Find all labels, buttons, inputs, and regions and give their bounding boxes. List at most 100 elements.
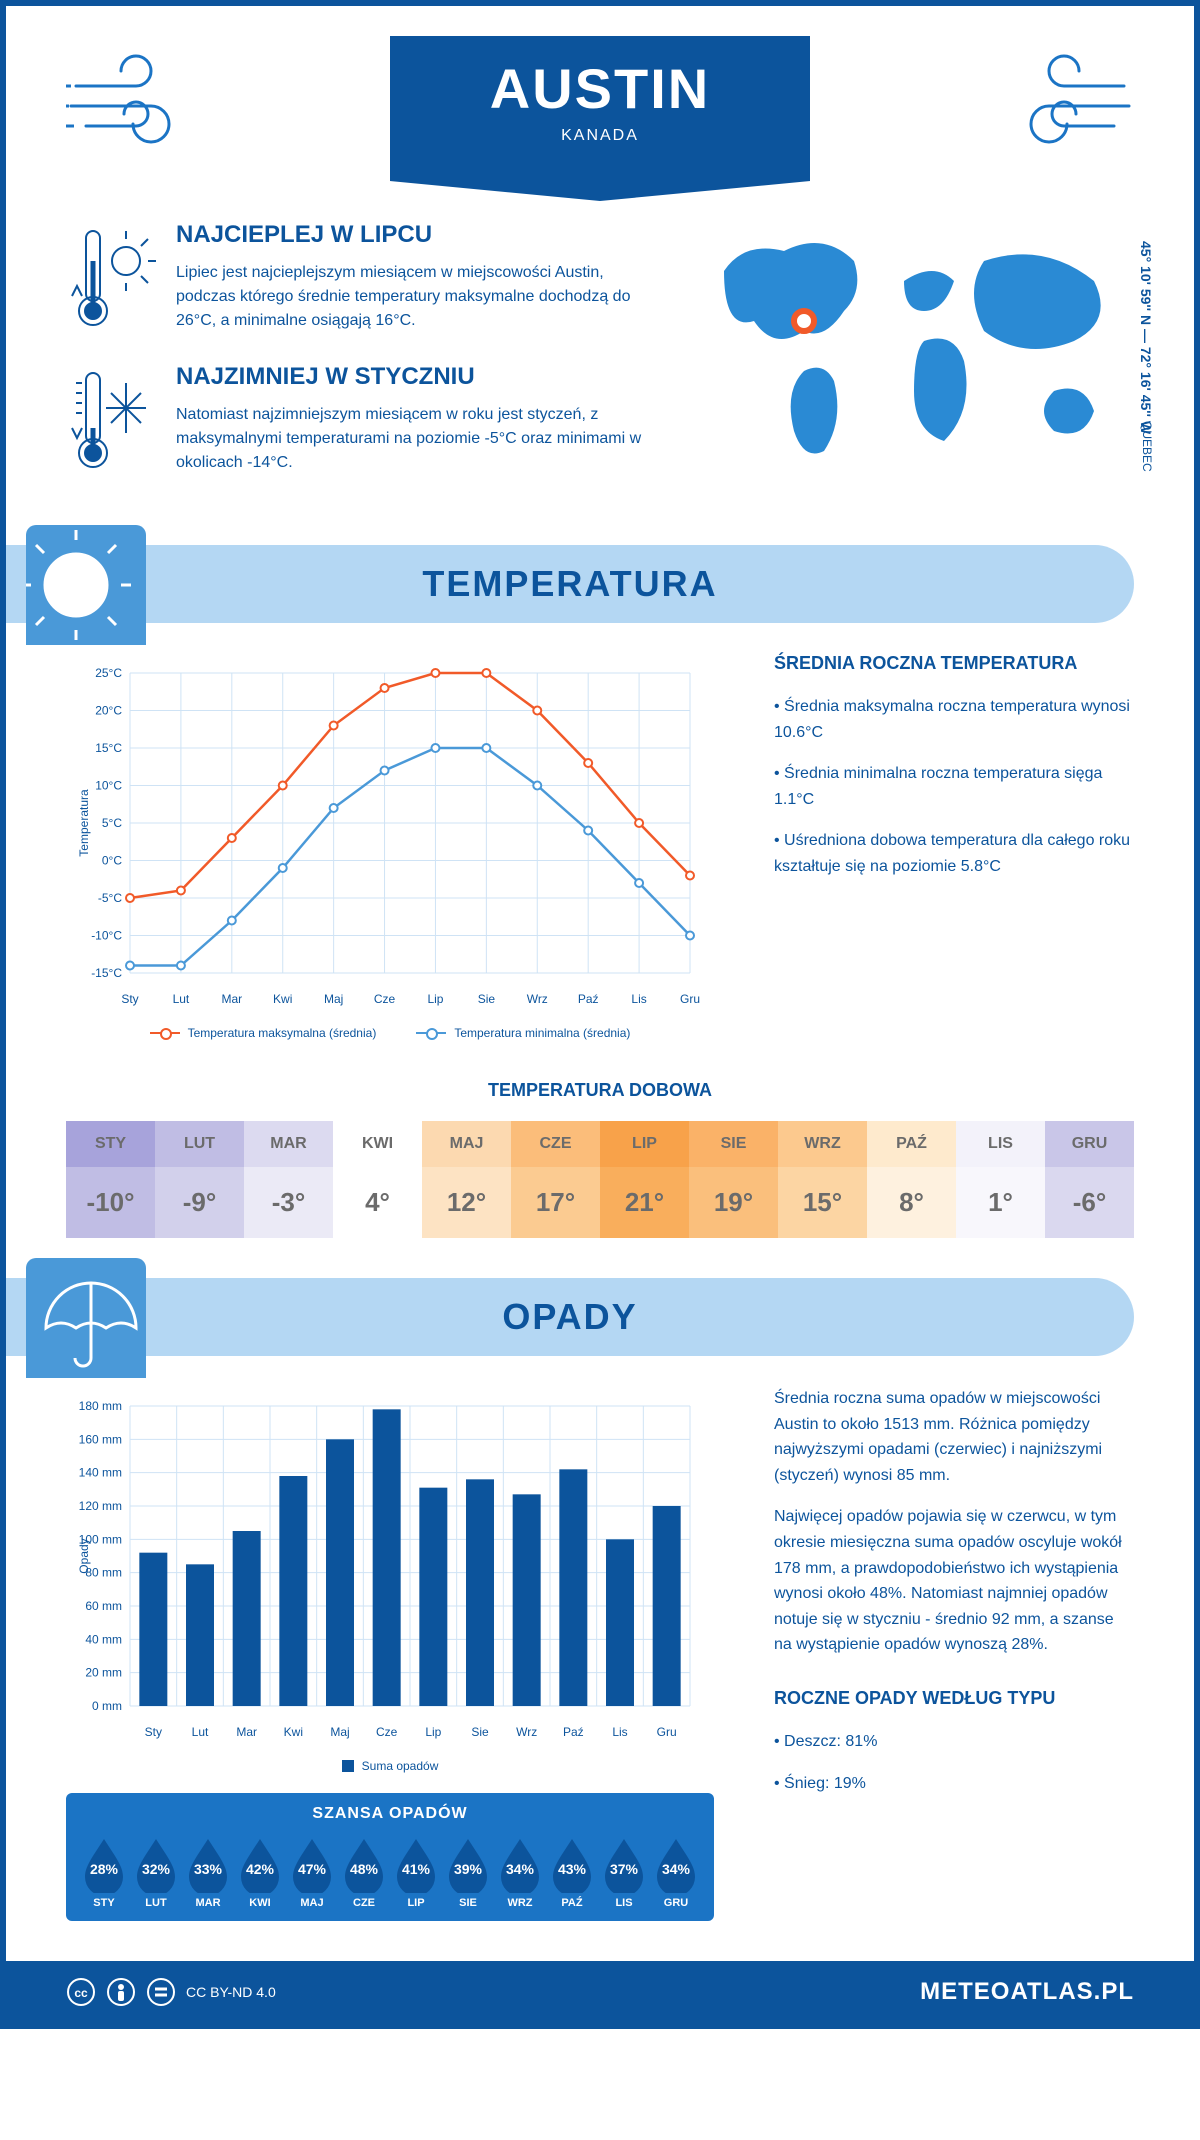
- svg-text:Paź: Paź: [563, 1725, 584, 1739]
- chance-drop: 33% MAR: [182, 1835, 234, 1909]
- temperature-info: ŚREDNIA ROCZNA TEMPERATURA • Średnia mak…: [774, 653, 1134, 1040]
- svg-text:Lip: Lip: [425, 1725, 441, 1739]
- svg-text:Paź: Paź: [578, 992, 599, 1006]
- svg-text:10°C: 10°C: [95, 779, 122, 793]
- warmest-text: Lipiec jest najcieplejszym miesiącem w m…: [176, 261, 654, 333]
- chance-drop: 48% CZE: [338, 1835, 390, 1909]
- svg-text:Lut: Lut: [173, 992, 190, 1006]
- svg-text:Opady: Opady: [77, 1538, 91, 1573]
- nd-icon: [146, 1977, 176, 2007]
- svg-text:Kwi: Kwi: [273, 992, 292, 1006]
- svg-text:40 mm: 40 mm: [85, 1632, 122, 1646]
- temp-cell: CZE17°: [511, 1121, 600, 1238]
- temp-cell: SIE19°: [689, 1121, 778, 1238]
- warmest-fact: NAJCIEPLEJ W LIPCU Lipiec jest najcieple…: [66, 221, 654, 333]
- svg-text:Cze: Cze: [374, 992, 396, 1006]
- avg-temp-bullet: • Średnia minimalna roczna temperatura s…: [774, 761, 1134, 812]
- precip-type-bullet: • Deszcz: 81%: [774, 1729, 1134, 1755]
- precipitation-legend: Suma opadów: [66, 1759, 714, 1773]
- avg-temp-title: ŚREDNIA ROCZNA TEMPERATURA: [774, 653, 1134, 674]
- daily-temp-title: TEMPERATURA DOBOWA: [66, 1080, 1134, 1101]
- svg-text:0 mm: 0 mm: [92, 1699, 122, 1713]
- svg-text:20°C: 20°C: [95, 704, 122, 718]
- chance-drop: 34% GRU: [650, 1835, 702, 1909]
- temp-cell: KWI4°: [333, 1121, 422, 1238]
- temp-cell: PAŹ8°: [867, 1121, 956, 1238]
- avg-temp-bullet: • Średnia maksymalna roczna temperatura …: [774, 694, 1134, 745]
- svg-text:25°C: 25°C: [95, 666, 122, 680]
- chance-drop: 47% MAJ: [286, 1835, 338, 1909]
- svg-text:cc: cc: [74, 1986, 88, 2000]
- svg-text:140 mm: 140 mm: [79, 1466, 122, 1480]
- country-name: KANADA: [490, 127, 710, 145]
- temp-cell: GRU-6°: [1045, 1121, 1134, 1238]
- temp-cell: MAJ12°: [422, 1121, 511, 1238]
- thermometer-cold-icon: [66, 363, 156, 473]
- svg-text:160 mm: 160 mm: [79, 1432, 122, 1446]
- svg-text:Temperatura: Temperatura: [77, 789, 91, 857]
- svg-text:Mar: Mar: [221, 992, 242, 1006]
- svg-text:0°C: 0°C: [102, 854, 122, 868]
- svg-text:Wrz: Wrz: [527, 992, 548, 1006]
- intro-row: NAJCIEPLEJ W LIPCU Lipiec jest najcieple…: [66, 221, 1134, 505]
- temp-cell: LIS1°: [956, 1121, 1045, 1238]
- sun-icon: [26, 525, 146, 645]
- cc-icon: cc: [66, 1977, 96, 2007]
- svg-text:Lip: Lip: [427, 992, 443, 1006]
- svg-text:-15°C: -15°C: [91, 966, 122, 980]
- map-column: 45° 10' 59'' N — 72° 16' 45'' W QUEBEC: [694, 221, 1134, 505]
- svg-text:Sty: Sty: [121, 992, 138, 1006]
- svg-text:15°C: 15°C: [95, 741, 122, 755]
- precipitation-section-header: OPADY: [6, 1278, 1134, 1356]
- by-icon: [106, 1977, 136, 2007]
- chance-drop: 39% SIE: [442, 1835, 494, 1909]
- coordinates: 45° 10' 59'' N — 72° 16' 45'' W: [1138, 241, 1154, 434]
- svg-text:Cze: Cze: [376, 1725, 398, 1739]
- temp-cell: LIP21°: [600, 1121, 689, 1238]
- coldest-text: Natomiast najzimniejszym miesiącem w rok…: [176, 403, 654, 475]
- daily-temperature: TEMPERATURA DOBOWA STY-10°LUT-9°MAR-3°KW…: [66, 1080, 1134, 1238]
- footer: cc CC BY-ND 4.0 METEOATLAS.PL: [6, 1961, 1194, 2023]
- svg-text:Maj: Maj: [324, 992, 343, 1006]
- chance-drop: 37% LIS: [598, 1835, 650, 1909]
- svg-text:20 mm: 20 mm: [85, 1666, 122, 1680]
- temperature-legend: Temperatura maksymalna (średnia) Tempera…: [66, 1026, 714, 1040]
- license-text: CC BY-ND 4.0: [186, 1984, 276, 2000]
- license-block: cc CC BY-ND 4.0: [66, 1977, 276, 2007]
- temperature-title: TEMPERATURA: [66, 563, 1074, 605]
- svg-text:Lut: Lut: [192, 1725, 209, 1739]
- svg-text:Lis: Lis: [631, 992, 646, 1006]
- svg-text:-5°C: -5°C: [98, 891, 122, 905]
- temp-cell: WRZ15°: [778, 1121, 867, 1238]
- coldest-title: NAJZIMNIEJ W STYCZNIU: [176, 363, 654, 391]
- precip-para: Średnia roczna suma opadów w miejscowośc…: [774, 1386, 1134, 1488]
- legend-min-label: Temperatura minimalna (średnia): [454, 1026, 630, 1040]
- precipitation-bar-chart: 0 mm20 mm40 mm60 mm80 mm100 mm120 mm140 …: [66, 1386, 714, 1746]
- coldest-fact: NAJZIMNIEJ W STYCZNIU Natomiast najzimni…: [66, 363, 654, 475]
- thermometer-hot-icon: [66, 221, 156, 331]
- city-name: AUSTIN: [490, 56, 710, 121]
- svg-text:Wrz: Wrz: [516, 1725, 537, 1739]
- precip-type-bullet: • Śnieg: 19%: [774, 1771, 1134, 1797]
- wind-icon-right: [994, 46, 1134, 156]
- region-label: QUEBEC: [1140, 421, 1154, 472]
- precip-type-title: ROCZNE OPADY WEDŁUG TYPU: [774, 1688, 1134, 1709]
- svg-text:Maj: Maj: [330, 1725, 349, 1739]
- precipitation-chance-box: SZANSA OPADÓW 28% STY 32% LUT 33% MAR 42…: [66, 1793, 714, 1921]
- legend-max-label: Temperatura maksymalna (średnia): [188, 1026, 377, 1040]
- precipitation-info: Średnia roczna suma opadów w miejscowośc…: [774, 1386, 1134, 1921]
- svg-text:-10°C: -10°C: [91, 929, 122, 943]
- svg-text:Mar: Mar: [236, 1725, 257, 1739]
- svg-text:Gru: Gru: [680, 992, 700, 1006]
- svg-text:Gru: Gru: [657, 1725, 677, 1739]
- wind-icon-left: [66, 46, 206, 156]
- world-map: [694, 221, 1134, 481]
- svg-text:Sie: Sie: [471, 1725, 489, 1739]
- umbrella-icon: [26, 1258, 146, 1378]
- warmest-title: NAJCIEPLEJ W LIPCU: [176, 221, 654, 249]
- precip-para: Najwięcej opadów pojawia się w czerwcu, …: [774, 1504, 1134, 1658]
- svg-text:180 mm: 180 mm: [79, 1399, 122, 1413]
- chance-drop: 42% KWI: [234, 1835, 286, 1909]
- chance-drop: 32% LUT: [130, 1835, 182, 1909]
- temp-cell: STY-10°: [66, 1121, 155, 1238]
